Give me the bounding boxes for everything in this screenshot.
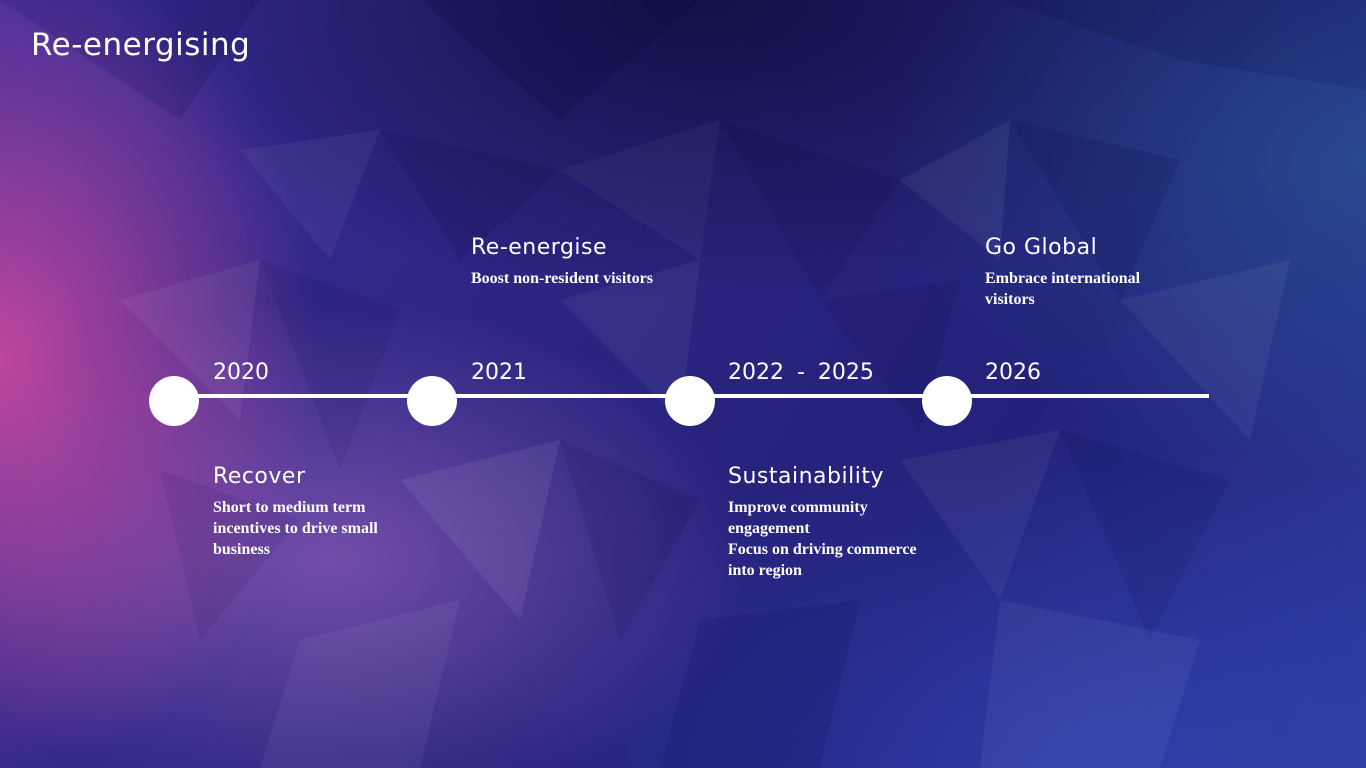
timeline-node-2020 (149, 376, 199, 426)
phase-description: Boost non-resident visitors (471, 270, 653, 287)
year-label-2022-2025: 2022 - 2025 (728, 360, 874, 385)
phase-sustainability: Sustainability Improve community engagem… (728, 466, 968, 581)
phase-recover: Recover Short to medium term incentives … (213, 466, 453, 560)
year-label-2021: 2021 (471, 360, 527, 385)
phase-description: Improve community engagement Focus on dr… (728, 499, 917, 579)
phase-go-global: Go Global Embrace international visitors (985, 237, 1225, 310)
phase-description: Short to medium term incentives to drive… (213, 499, 378, 558)
phase-title: Re-energise (471, 235, 608, 260)
timeline-node-2022-2025 (665, 376, 715, 426)
phase-description: Embrace international visitors (985, 270, 1141, 308)
phase-title: Go Global (985, 235, 1098, 260)
year-label-2026: 2026 (985, 360, 1041, 385)
page-title: Re-energising (31, 27, 251, 63)
timeline-node-2026 (922, 376, 972, 426)
phase-title: Sustainability (728, 464, 884, 489)
phase-title: Recover (213, 464, 306, 489)
phase-re-energise: Re-energise Boost non-resident visitors (471, 237, 711, 289)
year-label-2020: 2020 (213, 360, 269, 385)
timeline-node-2021 (407, 376, 457, 426)
